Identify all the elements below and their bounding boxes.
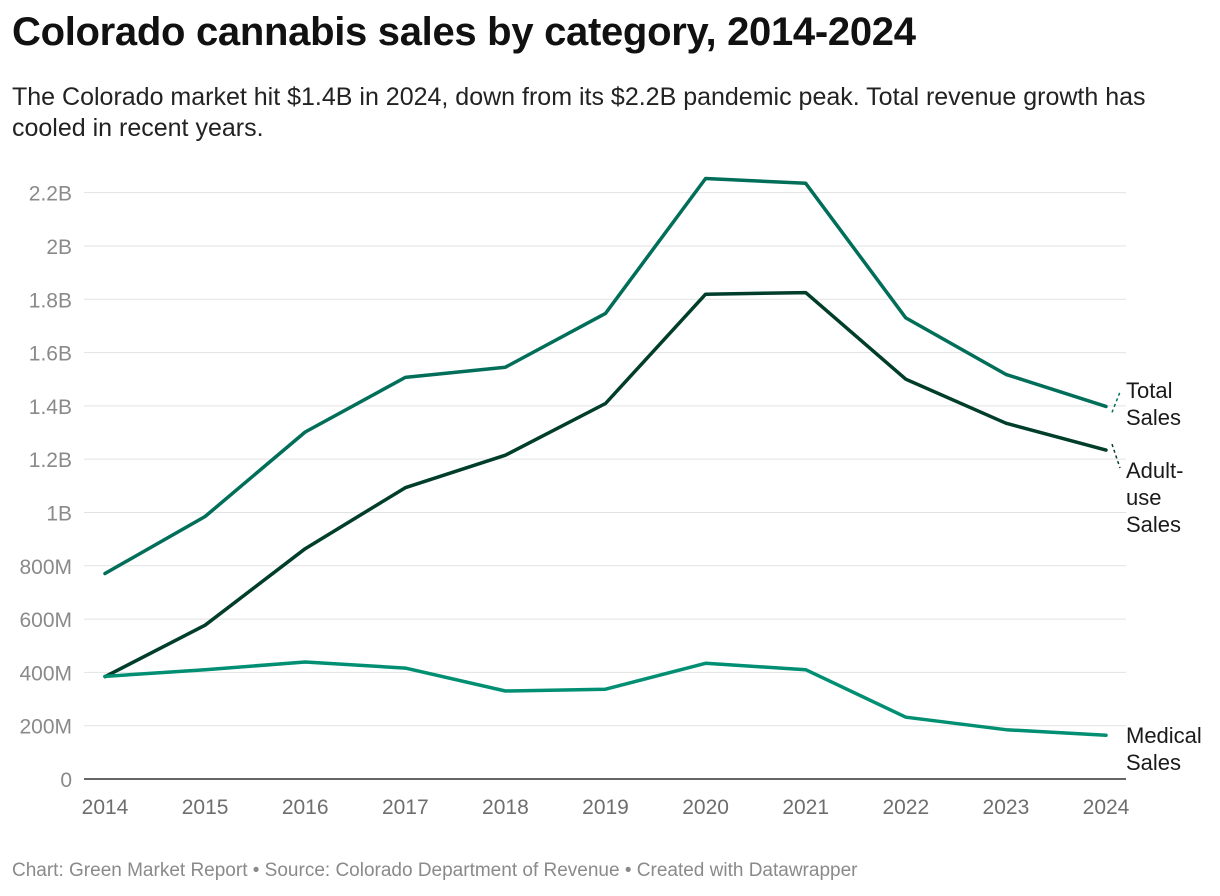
- x-tick-label: 2019: [582, 796, 629, 819]
- series-label-line: Total: [1126, 378, 1172, 403]
- x-tick-label: 2015: [182, 796, 229, 819]
- x-axis-ticks: 2014 2015 2016 2017 2018 2019 2020 2021 2022 2023…: [82, 796, 1130, 819]
- series-label-line: Sales: [1126, 750, 1181, 775]
- series-label-medical-sales: Medical Sales: [1126, 723, 1202, 775]
- series-label-text: Total Sales: [1126, 378, 1181, 430]
- y-tick-label: 1B: [46, 502, 72, 525]
- label-connector: [1111, 443, 1121, 469]
- x-tick-label: 2021: [782, 796, 829, 819]
- y-tick-label: 1.8B: [29, 289, 72, 312]
- series-label-text: Adult-use Sales: [1126, 458, 1183, 537]
- y-tick-label: 0: [60, 769, 72, 792]
- y-tick-label: 200M: [19, 716, 72, 739]
- line-chart: 0 200M 400M 600M 800M 1B 1.2B 1.4B 1.6B 1.8B 2B 2.2…: [19, 176, 1202, 819]
- y-tick-label: 1.2B: [29, 449, 72, 472]
- y-tick-label: 1.6B: [29, 343, 72, 366]
- y-tick-label: 400M: [19, 662, 72, 685]
- chart-title: Colorado cannabis sales by category, 201…: [12, 10, 916, 54]
- x-tick-label: 2018: [482, 796, 529, 819]
- chart-subtitle: The Colorado market hit $1.4B in 2024, d…: [12, 83, 1146, 142]
- x-tick-label: 2014: [82, 796, 129, 819]
- y-tick-label: 1.4B: [29, 396, 72, 419]
- series-label-adult-use-sales: Adult-use Sales: [1111, 443, 1183, 537]
- y-tick-label: 2.2B: [29, 183, 72, 206]
- series-line-adult-use-sales: [103, 290, 1108, 679]
- chart-footer: Chart: Green Market Report • Source: Col…: [12, 860, 858, 881]
- x-tick-label: 2024: [1083, 796, 1130, 819]
- x-tick-label: 2022: [882, 796, 929, 819]
- series-label-line: Medical: [1126, 723, 1202, 748]
- series-label-total-sales: Total Sales: [1111, 378, 1181, 430]
- y-axis-ticks: 0 200M 400M 600M 800M 1B 1.2B 1.4B 1.6B 1.8B 2B 2.2…: [19, 183, 72, 792]
- series-label-text: Medical Sales: [1126, 723, 1202, 775]
- y-tick-label: 600M: [19, 609, 72, 632]
- series-label-line: Adult-: [1126, 458, 1183, 483]
- y-tick-label: 2B: [46, 236, 72, 259]
- x-tick-label: 2023: [983, 796, 1030, 819]
- series-line-medical-sales: [103, 660, 1108, 738]
- x-tick-label: 2020: [682, 796, 729, 819]
- x-tick-label: 2017: [382, 796, 429, 819]
- series-line-total-sales: [103, 176, 1108, 576]
- x-tick-label: 2016: [282, 796, 329, 819]
- series-label-line: use: [1126, 485, 1161, 510]
- label-connector: [1111, 391, 1121, 413]
- series-lines: [103, 176, 1108, 738]
- series-label-line: Sales: [1126, 405, 1181, 430]
- series-label-line: Sales: [1126, 512, 1181, 537]
- gridlines: [84, 192, 1126, 780]
- y-tick-label: 800M: [19, 556, 72, 579]
